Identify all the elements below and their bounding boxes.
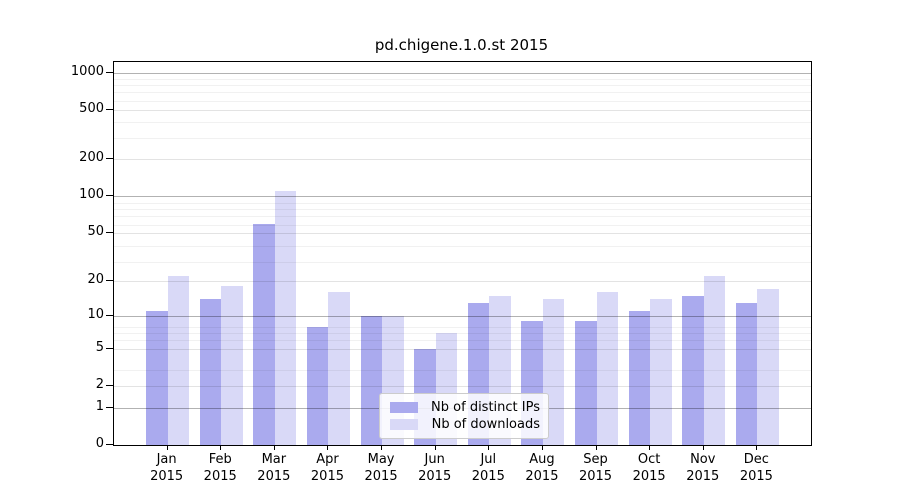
x-tick-mark: [381, 445, 383, 450]
bar-downloads-feb: [221, 286, 243, 445]
gridline-1000: [114, 72, 811, 74]
x-tick-label-aug: Aug 2015: [525, 452, 559, 484]
y-tick-label-2: 2: [95, 376, 104, 392]
bar-downloads-sep: [596, 292, 619, 445]
gridline-2: [114, 385, 811, 387]
x-tick-mark: [649, 445, 651, 450]
x-tick-label-nov: Nov 2015: [686, 452, 720, 484]
gridline-minor: [114, 370, 811, 372]
gridline-minor: [114, 85, 811, 87]
legend: Nb of distinct IPs Nb of downloads: [379, 393, 549, 439]
gridline-minor: [114, 326, 811, 328]
y-tick-label-10: 10: [87, 306, 104, 322]
bar-distinct-ips-jan: [146, 311, 168, 445]
x-tick-mark: [488, 445, 490, 450]
bar-distinct-ips-nov: [682, 295, 704, 445]
gridline-minor: [114, 92, 811, 94]
gridline-minor: [114, 137, 811, 139]
x-tick-mark: [702, 445, 704, 450]
gridline-minor: [114, 202, 811, 204]
gridline-minor: [114, 209, 811, 211]
bar-downloads-jan: [167, 276, 190, 445]
bar-downloads-dec: [757, 289, 779, 445]
legend-swatch-distinct-ips-icon: [390, 402, 418, 413]
bar-downloads-mar: [274, 191, 297, 445]
y-tick-label-20: 20: [87, 272, 104, 288]
x-tick-label-oct: Oct 2015: [632, 452, 666, 484]
gridline-50: [114, 233, 811, 235]
gridline-200: [114, 159, 811, 161]
y-tick-mark: [106, 71, 113, 73]
x-tick-label-sep: Sep 2015: [578, 452, 613, 484]
y-tick-mark: [106, 109, 113, 111]
plot-area: Nb of distinct IPs Nb of downloads: [113, 61, 812, 446]
y-tick-mark: [106, 384, 113, 386]
y-tick-label-0: 0: [95, 436, 104, 451]
gridline-500: [114, 110, 811, 112]
x-tick-mark: [166, 445, 168, 450]
bar-distinct-ips-dec: [735, 302, 758, 445]
x-tick-mark: [595, 445, 597, 450]
x-tick-label-jul: Jul 2015: [471, 452, 505, 484]
chart-title: pd.chigene.1.0.st 2015: [374, 36, 549, 54]
y-tick-mark: [106, 195, 113, 197]
y-tick-label-200: 200: [79, 150, 104, 166]
gridline-5: [114, 348, 811, 350]
y-tick-mark: [106, 232, 113, 234]
y-tick-mark: [106, 280, 113, 282]
gridline-minor: [114, 246, 811, 248]
y-tick-label-500: 500: [79, 101, 104, 117]
bar-downloads-apr: [328, 292, 350, 445]
gridline-minor: [114, 224, 811, 226]
legend-item-distinct-ips: Nb of distinct IPs: [386, 399, 540, 416]
bar-distinct-ips-may: [360, 315, 383, 445]
x-tick-mark: [756, 445, 758, 450]
x-tick-label-apr: Apr 2015: [310, 452, 344, 484]
x-tick-mark: [434, 445, 436, 450]
bar-downloads-nov: [703, 276, 726, 445]
x-tick-mark: [220, 445, 222, 450]
y-tick-label-1000: 1000: [70, 63, 104, 79]
gridline-minor: [114, 78, 811, 80]
y-tick-label-1: 1: [95, 398, 104, 414]
x-tick-label-mar: Mar 2015: [257, 452, 291, 484]
gridline-20: [114, 281, 811, 283]
x-tick-mark: [327, 445, 329, 450]
y-tick-mark: [106, 406, 113, 408]
x-tick-label-jan: Jan 2015: [150, 452, 184, 484]
legend-label-downloads: Nb of downloads: [431, 417, 540, 432]
y-tick-label-50: 50: [87, 224, 104, 240]
gridline-10: [114, 315, 811, 317]
y-tick-mark: [106, 444, 113, 445]
y-tick-label-5: 5: [95, 339, 104, 355]
y-tick-mark: [106, 314, 113, 316]
x-tick-label-jun: Jun 2015: [418, 452, 452, 484]
x-tick-label-may: May 2015: [364, 452, 398, 484]
gridline-minor: [114, 216, 811, 218]
y-tick-label-100: 100: [79, 187, 104, 203]
bar-distinct-ips-oct: [628, 311, 651, 445]
x-tick-mark: [273, 445, 275, 450]
legend-item-downloads: Nb of downloads: [386, 416, 540, 433]
bar-distinct-ips-sep: [575, 321, 597, 445]
bar-downloads-oct: [650, 299, 672, 445]
bar-distinct-ips-mar: [253, 223, 275, 445]
y-tick-mark: [106, 158, 113, 160]
gridline-minor: [114, 261, 811, 263]
x-tick-mark: [541, 445, 543, 450]
y-tick-mark: [106, 347, 113, 349]
gridline-minor: [114, 122, 811, 124]
gridline-100: [114, 196, 811, 198]
gridline-minor: [114, 100, 811, 102]
legend-swatch-downloads-icon: [390, 419, 418, 430]
bar-distinct-ips-apr: [306, 326, 329, 445]
gridline-minor: [114, 333, 811, 335]
x-tick-label-feb: Feb 2015: [203, 452, 237, 484]
x-tick-label-dec: Dec 2015: [739, 452, 773, 484]
gridline-minor: [114, 340, 811, 342]
legend-label-distinct-ips: Nb of distinct IPs: [431, 400, 540, 415]
bar-distinct-ips-feb: [199, 299, 222, 445]
